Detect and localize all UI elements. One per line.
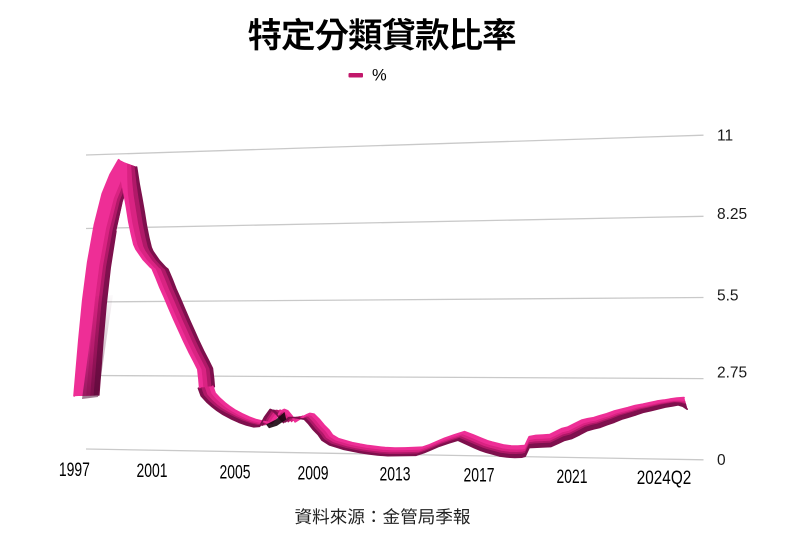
svg-text:5.5: 5.5: [717, 288, 739, 305]
svg-text:2005: 2005: [220, 461, 251, 483]
svg-text:2013: 2013: [380, 463, 411, 485]
svg-text:0: 0: [717, 452, 726, 469]
svg-text:2001: 2001: [137, 460, 168, 482]
svg-text:2017: 2017: [464, 465, 495, 487]
svg-text:2024Q2: 2024Q2: [637, 467, 692, 489]
svg-text:1997: 1997: [59, 459, 90, 481]
svg-text:8.25: 8.25: [717, 206, 747, 223]
svg-text:2021: 2021: [557, 466, 588, 488]
svg-text:11: 11: [717, 128, 733, 145]
svg-text:2.75: 2.75: [717, 365, 747, 382]
svg-text:2009: 2009: [298, 462, 329, 484]
svg-text:%: %: [372, 67, 387, 85]
